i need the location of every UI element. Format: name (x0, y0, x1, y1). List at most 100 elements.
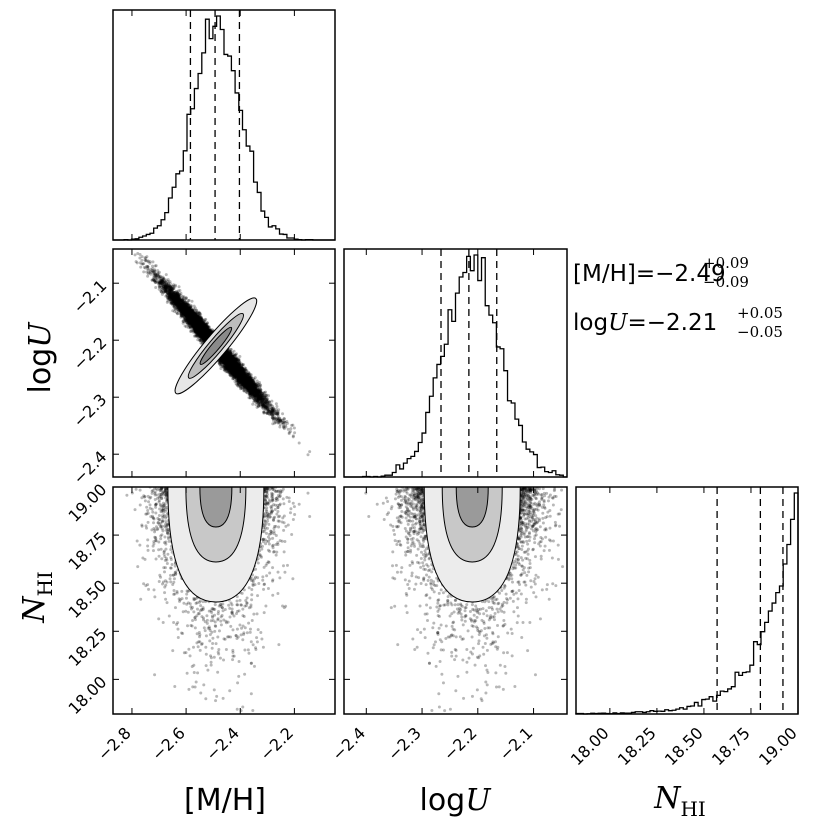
sample-point (278, 419, 282, 423)
sample-point (174, 290, 178, 294)
sample-point (153, 278, 157, 282)
sample-point (206, 333, 210, 337)
sample-point (189, 319, 193, 323)
sample-point (199, 327, 203, 331)
sample-point (249, 386, 253, 390)
sample-point (283, 420, 287, 424)
sample-point (165, 300, 169, 304)
sample-point (230, 361, 234, 365)
sample-point (172, 297, 176, 301)
sample-point (172, 292, 176, 296)
sample-point (227, 369, 231, 373)
sample-point (275, 404, 279, 408)
sample-point (246, 375, 250, 379)
sample-point (187, 326, 191, 330)
sample-point (236, 377, 240, 381)
sample-point (250, 385, 254, 389)
sample-point (235, 371, 239, 375)
sample-point (231, 360, 235, 364)
sample-point (193, 327, 197, 331)
sample-point (164, 289, 168, 293)
sample-point (230, 361, 234, 365)
sample-point (187, 303, 191, 307)
sample-point (197, 323, 201, 327)
sample-point (187, 309, 191, 313)
sample-point (233, 366, 237, 370)
sample-point (205, 332, 209, 336)
sample-point (181, 313, 185, 317)
sample-point (195, 322, 199, 326)
sample-point (187, 313, 191, 317)
sample-point (187, 317, 191, 321)
sample-point (175, 302, 179, 306)
sample-point (229, 364, 233, 368)
sample-point (203, 328, 207, 332)
sample-point (193, 319, 197, 323)
sample-point (202, 333, 206, 337)
sample-point (291, 434, 295, 438)
sample-point (191, 317, 195, 321)
sample-point (241, 375, 245, 379)
sample-point (205, 335, 209, 339)
sample-point (255, 388, 259, 392)
sample-point (227, 363, 231, 367)
sample-point (256, 400, 260, 404)
sample-point (188, 310, 192, 314)
sample-point (229, 360, 233, 364)
sample-point (193, 320, 197, 324)
sample-point (235, 367, 239, 371)
sample-point (191, 312, 195, 316)
sample-point (230, 359, 234, 363)
sample-point (201, 334, 205, 338)
sample-point (235, 371, 239, 375)
sample-point (224, 357, 228, 361)
sample-point (238, 370, 242, 374)
sample-point (221, 356, 225, 360)
sample-point (232, 369, 236, 373)
sample-point (205, 329, 209, 333)
sample-point (238, 367, 242, 371)
sample-point (205, 331, 209, 335)
sample-point (205, 330, 209, 334)
sample-point (187, 312, 191, 316)
sample-point (254, 390, 258, 394)
sample-point (240, 375, 244, 379)
sample-point (238, 385, 242, 389)
sample-point (221, 365, 225, 369)
sample-point (198, 321, 202, 325)
sample-point (202, 337, 206, 341)
sample-point (230, 365, 234, 369)
sample-point (249, 384, 253, 388)
sample-point (204, 329, 208, 333)
sample-point (189, 319, 193, 323)
sample-point (201, 323, 205, 327)
sample-point (191, 323, 195, 327)
hist-mh (113, 10, 335, 241)
sample-point (199, 324, 203, 328)
sample-point (233, 357, 237, 361)
sample-point (194, 332, 198, 336)
sample-point (235, 365, 239, 369)
sample-point (177, 293, 181, 297)
sample-point (261, 400, 265, 404)
sample-point (222, 358, 226, 362)
sample-point (184, 314, 188, 318)
sample-point (163, 285, 167, 289)
sample-point (202, 332, 206, 336)
sample-point (180, 298, 184, 302)
sample-point (204, 322, 208, 326)
sample-point (184, 313, 188, 317)
sample-point (247, 389, 251, 393)
sample-point (195, 325, 199, 329)
sample-point (194, 325, 198, 329)
sample-point (138, 253, 142, 257)
sample-point (230, 365, 234, 369)
sample-point (192, 312, 196, 316)
sample-point (241, 372, 245, 376)
sample-point (185, 305, 189, 309)
sample-point (242, 378, 246, 382)
sample-point (234, 371, 238, 375)
sample-point (251, 386, 255, 390)
sample-point (222, 361, 226, 365)
sample-point (202, 331, 206, 335)
